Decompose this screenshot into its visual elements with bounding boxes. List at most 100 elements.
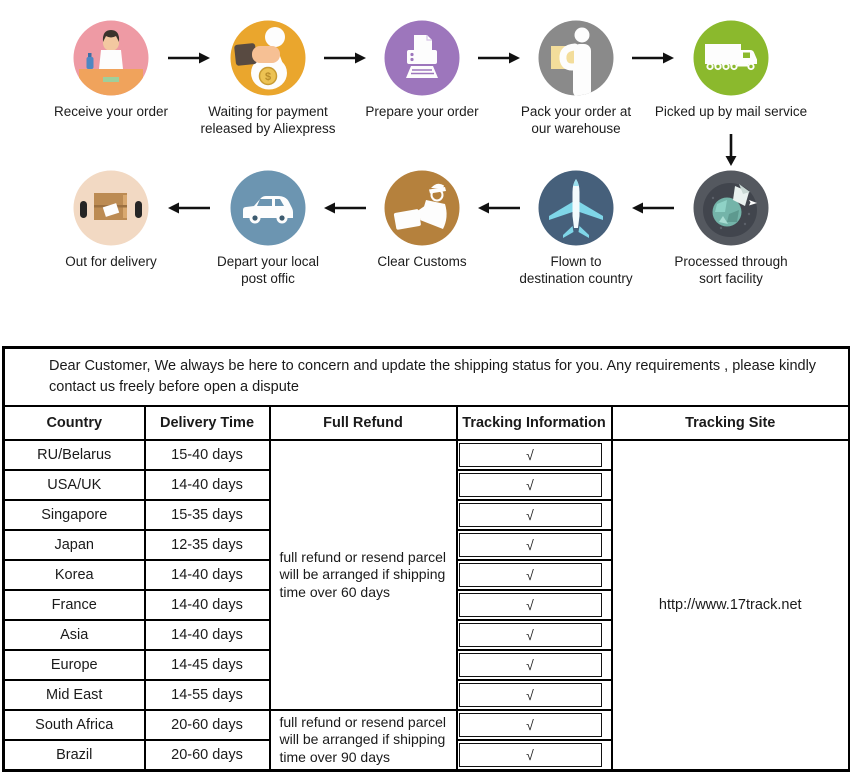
flow-step-out-for-delivery: Out for delivery xyxy=(31,170,191,271)
delivery-time-cell: 14-40 days xyxy=(143,559,271,592)
table-row: USA/UK 14-40 days √ xyxy=(2,469,850,502)
table-note-row: Dear Customer, We always be here to conc… xyxy=(2,346,850,408)
country-cell: Singapore xyxy=(2,499,146,532)
delivery-time-cell: 20-60 days xyxy=(143,739,271,772)
tracking-site-cell: http://www.17track.net xyxy=(610,439,850,772)
column-header-full-refund: Full Refund xyxy=(268,405,458,442)
country-cell: South Africa xyxy=(2,709,146,742)
country-cell: Japan xyxy=(2,529,146,562)
delivery-time-cell: 14-40 days xyxy=(143,619,271,652)
tracking-check-cell: √ xyxy=(455,649,613,682)
flow-step-prepare-order: Prepare your order xyxy=(342,20,502,121)
table-row: Europe 14-45 days √ xyxy=(2,649,850,682)
table-row: Korea 14-40 days √ xyxy=(2,559,850,592)
column-header-delivery-time: Delivery Time xyxy=(143,405,271,442)
printer-icon xyxy=(384,20,460,96)
check-mark: √ xyxy=(458,473,602,498)
flow-step-label: Pack your order at our warehouse xyxy=(520,104,632,136)
tracking-check-cell: √ xyxy=(455,499,613,532)
flow-step-picked-up: Picked up by mail service xyxy=(651,20,811,121)
refund-policy-cell: full refund or resend parcel will be arr… xyxy=(268,439,458,712)
tracking-check-cell: √ xyxy=(455,559,613,592)
check-mark: √ xyxy=(458,503,602,528)
tracking-check-cell: √ xyxy=(455,529,613,562)
svg-text:$: $ xyxy=(265,71,271,83)
tracking-check-cell: √ xyxy=(455,589,613,622)
flow-step-label: Out for delivery xyxy=(65,254,157,269)
flow-step-depart-post-office: Depart your local post offic xyxy=(188,170,348,288)
sorting-globe-icon xyxy=(693,170,769,246)
check-mark: √ xyxy=(458,713,602,738)
refund-policy-cell: full refund or resend parcel will be arr… xyxy=(268,709,458,772)
country-cell: RU/Belarus xyxy=(2,439,146,472)
country-cell: France xyxy=(2,589,146,622)
column-header-country: Country xyxy=(2,405,146,442)
flow-step-receive-order: Receive your order xyxy=(31,20,191,121)
flow-step-pack-order: Pack your order at our warehouse xyxy=(496,20,656,138)
table-row: RU/Belarus 15-40 days full refund or res… xyxy=(2,439,850,772)
delivery-time-cell: 12-35 days xyxy=(143,529,271,562)
delivery-time-cell: 20-60 days xyxy=(143,709,271,742)
check-mark: √ xyxy=(458,443,602,468)
delivery-time-cell: 15-35 days xyxy=(143,499,271,532)
column-header-tracking-information: Tracking Information xyxy=(455,405,613,442)
shipping-flow-diagram: Receive your order $ Waiting for payment… xyxy=(0,0,850,346)
country-cell: Korea xyxy=(2,559,146,592)
delivery-time-cell: 15-40 days xyxy=(143,439,271,472)
check-mark: √ xyxy=(458,593,602,618)
tracking-check-cell: √ xyxy=(455,679,613,712)
flow-step-label: Receive your order xyxy=(53,104,169,119)
check-mark: √ xyxy=(458,683,602,708)
arrow-right-icon xyxy=(478,52,520,64)
arrow-left-icon xyxy=(168,202,210,214)
check-mark: √ xyxy=(458,563,602,588)
flow-step-clear-customs: Clear Customs xyxy=(342,170,502,271)
check-mark: √ xyxy=(458,623,602,648)
flow-step-label: Flown to destination country xyxy=(519,254,633,286)
delivery-time-cell: 14-45 days xyxy=(143,649,271,682)
arrow-left-icon xyxy=(324,202,366,214)
arrow-right-icon xyxy=(632,52,674,64)
flow-step-label: Processed through sort facility xyxy=(674,254,788,286)
flow-step-label: Picked up by mail service xyxy=(654,104,808,119)
flow-step-label: Depart your local post offic xyxy=(216,254,320,286)
payment-money-bag-icon: $ xyxy=(230,20,306,96)
tracking-check-cell: √ xyxy=(455,619,613,652)
delivery-time-cell: 14-40 days xyxy=(143,589,271,622)
table-row: France 14-40 days √ xyxy=(2,589,850,622)
table-row: Japan 12-35 days √ xyxy=(2,529,850,562)
delivery-time-cell: 14-40 days xyxy=(143,469,271,502)
country-cell: USA/UK xyxy=(2,469,146,502)
flow-step-label: Waiting for payment released by Aliexpre… xyxy=(200,104,336,136)
tracking-check-cell: √ xyxy=(455,439,613,472)
check-mark: √ xyxy=(458,653,602,678)
shipping-table: Dear Customer, We always be here to conc… xyxy=(2,346,850,772)
delivery-time-cell: 14-55 days xyxy=(143,679,271,712)
country-cell: Asia xyxy=(2,619,146,652)
check-mark: √ xyxy=(458,533,602,558)
arrow-right-icon xyxy=(168,52,210,64)
country-cell: Brazil xyxy=(2,739,146,772)
person-at-desk-icon xyxy=(73,20,149,96)
flow-step-waiting-payment: $ Waiting for payment released by Aliexp… xyxy=(188,20,348,138)
tracking-check-cell: √ xyxy=(455,469,613,502)
country-cell: Europe xyxy=(2,649,146,682)
table-row: Mid East 14-55 days √ xyxy=(2,679,850,712)
arrow-right-icon xyxy=(324,52,366,64)
flow-step-label: Clear Customs xyxy=(377,254,467,269)
arrow-left-icon xyxy=(632,202,674,214)
table-note: Dear Customer, We always be here to conc… xyxy=(2,346,850,408)
tracking-check-cell: √ xyxy=(455,709,613,742)
tracking-check-cell: √ xyxy=(455,739,613,772)
table-row: Asia 14-40 days √ xyxy=(2,619,850,652)
flow-step-label: Prepare your order xyxy=(365,104,479,119)
mail-truck-icon xyxy=(693,20,769,96)
customs-officer-icon xyxy=(384,170,460,246)
table-header-row: Country Delivery Time Full Refund Tracki… xyxy=(2,405,850,442)
arrow-down-icon xyxy=(725,134,737,166)
country-cell: Mid East xyxy=(2,679,146,712)
delivery-package-icon xyxy=(73,170,149,246)
airplane-icon xyxy=(538,170,614,246)
arrow-left-icon xyxy=(478,202,520,214)
post-van-icon xyxy=(230,170,306,246)
